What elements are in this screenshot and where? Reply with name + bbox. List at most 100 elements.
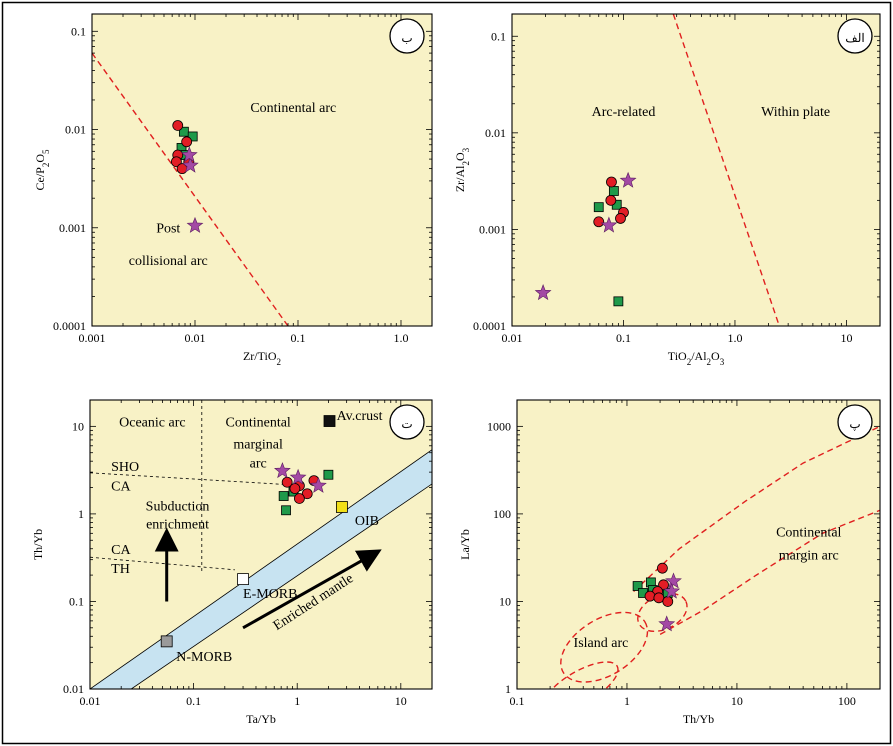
y-axis-label: La/Yb	[458, 529, 472, 560]
x-axis-label: Ta/Yb	[246, 712, 276, 726]
reference-label: N-MORB	[176, 650, 232, 665]
field-label: SHO	[111, 460, 139, 475]
sample-circle	[172, 120, 184, 131]
sample-square	[281, 505, 291, 516]
reference-marker	[323, 415, 336, 427]
x-tick-label: 0.1	[616, 331, 631, 345]
y-tick-label: 0.01	[485, 126, 506, 140]
sample-star	[534, 284, 552, 301]
y-tick-label: 0.01	[63, 682, 84, 696]
sample-star	[658, 615, 676, 632]
sample-square	[593, 202, 604, 213]
x-tick-label: 1	[294, 694, 300, 708]
field-label: Continental	[776, 526, 841, 541]
sample-star	[180, 146, 198, 163]
y-tick-label: 0.0001	[473, 319, 506, 333]
sample-star	[665, 572, 682, 589]
tick-marks	[511, 14, 881, 327]
sample-circle	[593, 216, 605, 228]
y-tick-label: 0.01	[65, 123, 86, 137]
x-axis-label: TiO2/Al2O3	[668, 349, 725, 367]
plot-border	[89, 399, 433, 690]
y-tick-label: 10	[499, 594, 511, 608]
field-label: collisional arc	[129, 254, 208, 269]
lower-loop-boundary	[542, 661, 619, 689]
field-label: Arc-related	[592, 105, 656, 120]
sample-star	[619, 171, 637, 188]
panel-alef-zr-al2o3-vs-tio2-al2o3: Arc-related Within plate 0.01 0.1 1.0 10 0.000…	[453, 13, 881, 367]
island-arc-boundary	[560, 611, 649, 683]
tick-marks	[91, 14, 433, 327]
x-axis-label: Zr/TiO2	[243, 349, 281, 367]
x-tick-label: 1	[624, 694, 630, 708]
sample-circle	[171, 156, 182, 168]
plot-border	[511, 13, 881, 327]
boundary-line	[672, 14, 780, 326]
field-label: Post	[156, 221, 180, 236]
sample-circle	[662, 596, 674, 607]
field-label: Continental arc	[250, 101, 336, 116]
plot-area	[90, 400, 432, 689]
x-tick-label: 10	[395, 694, 407, 708]
sample-square	[187, 131, 198, 142]
plot-area	[512, 14, 880, 326]
panel-label: ت	[401, 417, 412, 431]
sample-circle	[289, 483, 301, 494]
x-tick-label: 0.1	[186, 694, 201, 708]
x-tick-label: 0.01	[80, 694, 101, 708]
y-tick-label: 100	[493, 507, 511, 521]
field-label: CA	[111, 480, 131, 495]
continental-arc-boundary-upper	[633, 425, 880, 593]
sample-circle	[181, 136, 193, 148]
plot-area	[92, 14, 432, 326]
field-label: enrichment	[146, 518, 209, 533]
sample-square	[323, 469, 334, 480]
boundary-line	[92, 52, 289, 326]
sample-square	[632, 581, 643, 591]
x-tick-label: 0.001	[79, 331, 106, 345]
panel-label: پ	[849, 417, 860, 431]
reference-label: Av.crust	[337, 409, 383, 424]
plot-border	[516, 399, 881, 690]
y-tick-label: 0.1	[71, 24, 86, 38]
reference-label: E-MORB	[243, 587, 297, 602]
reference-marker	[160, 635, 173, 648]
field-label: Within plate	[761, 105, 830, 120]
x-tick-label: 10	[840, 331, 852, 345]
y-axis-label: Th/Yb	[31, 529, 45, 560]
y-tick-label: 0.1	[69, 594, 84, 608]
x-tick-label: 10	[731, 694, 743, 708]
reference-marker	[335, 501, 348, 513]
plot-area	[517, 400, 880, 689]
field-label: CA	[111, 543, 131, 558]
reference-marker	[237, 573, 249, 586]
y-tick-label: 0.001	[479, 222, 506, 236]
field-label: Continental	[226, 415, 291, 430]
sample-circle	[301, 488, 313, 500]
y-tick-label: 0.1	[491, 29, 506, 43]
sample-circle	[615, 213, 626, 224]
y-axis-label: Zr/Al2O3	[453, 147, 471, 192]
plot-content: Continental margin arc Island arc	[542, 425, 880, 689]
divider-line	[90, 556, 235, 571]
y-tick-label: 1	[505, 682, 511, 696]
trend-arrow	[242, 549, 382, 630]
sample-star	[309, 476, 327, 493]
plot-content: Continental arc Post collisional arc	[92, 52, 336, 326]
panel-label: ب	[401, 31, 412, 45]
y-axis-label: Ce/P2O5	[33, 149, 51, 191]
y-tick-label: 0.0001	[53, 319, 86, 333]
panel-badge	[837, 18, 873, 54]
x-tick-label: 1.0	[393, 331, 408, 345]
y-tick-label: 0.001	[59, 221, 86, 235]
x-axis-label: Th/Yb	[683, 712, 714, 726]
y-tick-label: 1	[78, 507, 84, 521]
sample-circle	[644, 590, 656, 602]
tick-marks	[516, 399, 881, 690]
field-label: arc	[250, 456, 267, 471]
field-label: margin arc	[779, 549, 839, 564]
